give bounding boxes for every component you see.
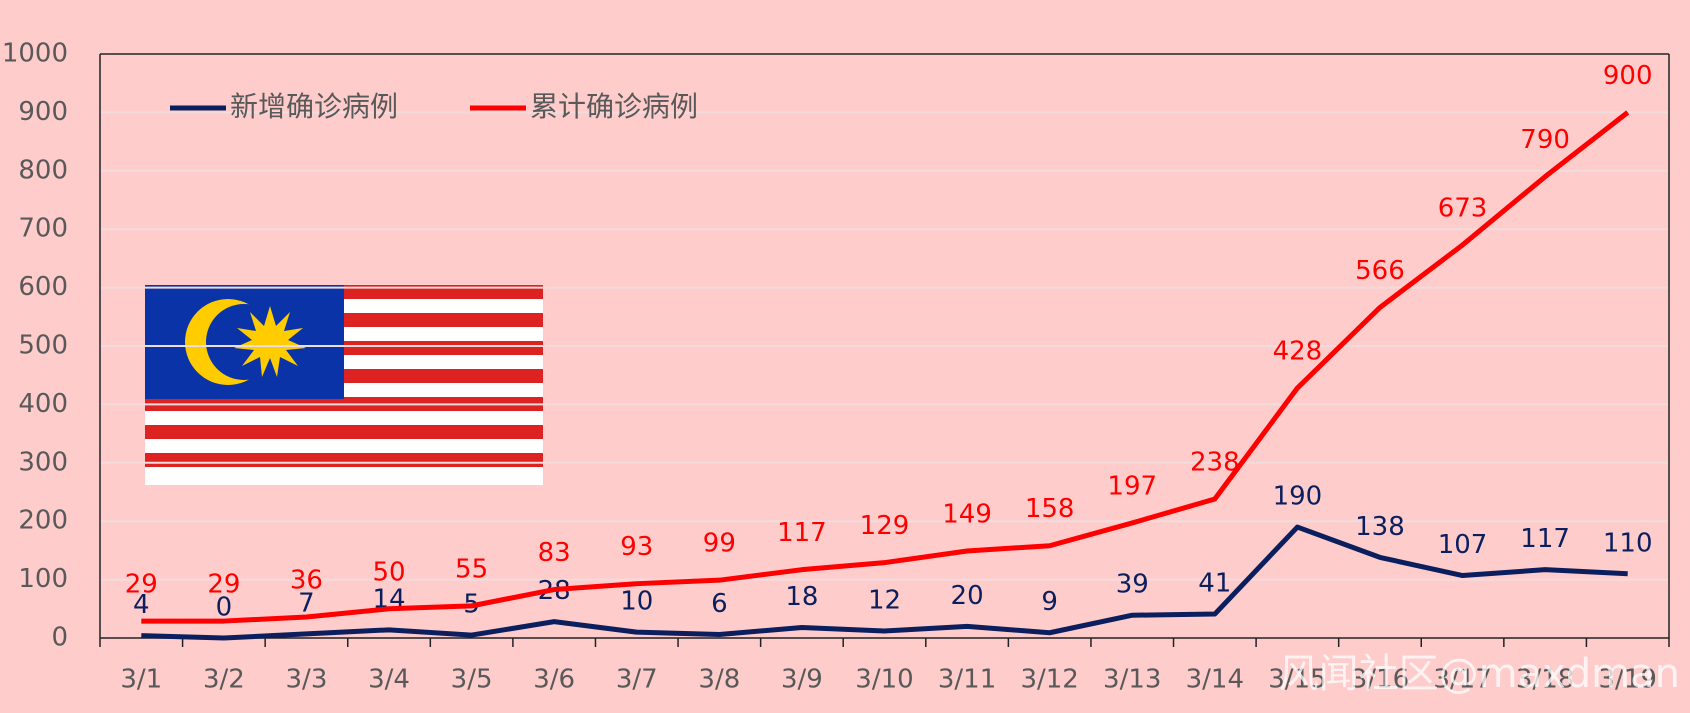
x-tick-label: 3/14 [1186,665,1244,695]
x-tick-label: 3/3 [286,665,328,695]
data-label: 900 [1603,61,1653,91]
x-tick-label: 3/16 [1351,665,1409,695]
watermark: 风闻社区@maxdman [1279,651,1680,697]
x-tick-label: 3/2 [203,665,245,695]
data-label: 566 [1355,256,1405,286]
data-label: 138 [1355,512,1405,542]
x-tick-label: 3/19 [1599,665,1657,695]
data-label: 673 [1438,193,1488,223]
x-tick-label: 3/18 [1516,665,1574,695]
data-label: 29 [125,570,158,600]
data-label: 41 [1198,569,1231,599]
data-label: 110 [1603,528,1653,558]
y-tick-label: 1000 [2,39,68,69]
legend-label: 累计确诊病例 [530,90,698,123]
legend-label: 新增确诊病例 [230,90,398,123]
x-tick-label: 3/8 [698,665,740,695]
data-label: 93 [620,532,653,562]
x-tick-label: 3/7 [616,665,658,695]
y-tick-label: 700 [18,214,68,244]
y-tick-label: 100 [18,564,68,594]
data-label: 12 [868,585,901,615]
data-label: 117 [777,518,827,548]
x-tick-label: 3/13 [1103,665,1161,695]
data-label: 158 [1025,494,1075,524]
y-tick-label: 500 [18,331,68,361]
y-tick-label: 600 [18,272,68,302]
y-tick-label: 400 [18,389,68,419]
data-label: 10 [620,587,653,617]
data-label: 20 [951,581,984,611]
y-tick-label: 0 [51,623,68,653]
y-tick-label: 300 [18,447,68,477]
data-label: 7 [298,588,315,618]
data-label: 29 [207,570,240,600]
y-tick-label: 200 [18,506,68,536]
x-tick-label: 3/1 [120,665,162,695]
data-label: 790 [1520,125,1570,155]
data-label: 9 [1041,587,1058,617]
data-label: 18 [785,582,818,612]
x-tick-label: 3/11 [938,665,996,695]
x-tick-label: 3/9 [781,665,823,695]
flag [145,285,543,485]
data-label: 238 [1190,448,1240,478]
data-label: 36 [290,565,323,595]
series-line [141,524,1628,641]
data-label: 129 [860,511,910,541]
y-tick-label: 900 [18,97,68,127]
x-tick-label: 3/6 [533,665,575,695]
y-tick-label: 800 [18,155,68,185]
x-tick-label: 3/12 [1020,665,1078,695]
data-label: 55 [455,554,488,584]
x-tick-label: 3/5 [451,665,493,695]
x-tick-label: 3/17 [1433,665,1491,695]
data-label: 117 [1520,524,1570,554]
data-label: 149 [942,499,992,529]
data-label: 83 [538,538,571,568]
data-label: 197 [1107,471,1157,501]
series-line [141,110,1630,624]
x-tick-label: 3/15 [1268,665,1326,695]
data-label: 428 [1273,337,1323,367]
data-label: 4 [133,590,150,620]
data-label: 6 [711,589,728,619]
x-tick-label: 3/10 [855,665,913,695]
data-label: 39 [1116,570,1149,600]
x-tick-label: 3/4 [368,665,410,695]
data-label: 0 [216,593,233,623]
data-label: 99 [703,529,736,559]
data-label: 107 [1438,530,1488,560]
data-label: 190 [1273,482,1323,512]
data-label: 50 [372,557,405,587]
